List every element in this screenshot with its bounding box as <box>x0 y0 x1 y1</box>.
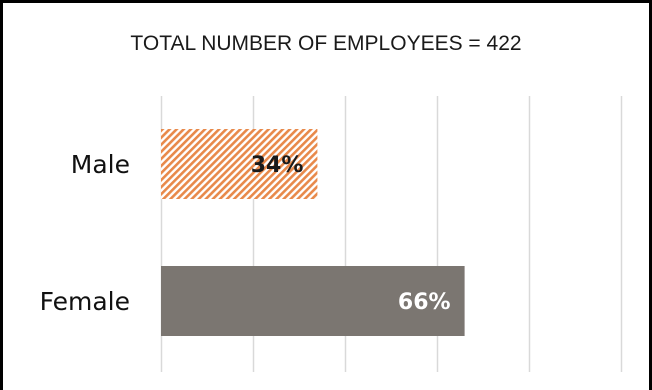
data-label-male: 34% <box>251 153 304 178</box>
bar-male <box>161 129 318 199</box>
bars <box>161 129 465 336</box>
labels: Male 34% Female 66% <box>40 150 451 316</box>
data-label-female: 66% <box>398 290 451 315</box>
category-label-male: Male <box>71 150 130 179</box>
category-label-female: Female <box>40 287 130 316</box>
bar-female <box>161 266 465 336</box>
chart-title: TOTAL NUMBER OF EMPLOYEES = 422 <box>130 32 522 55</box>
